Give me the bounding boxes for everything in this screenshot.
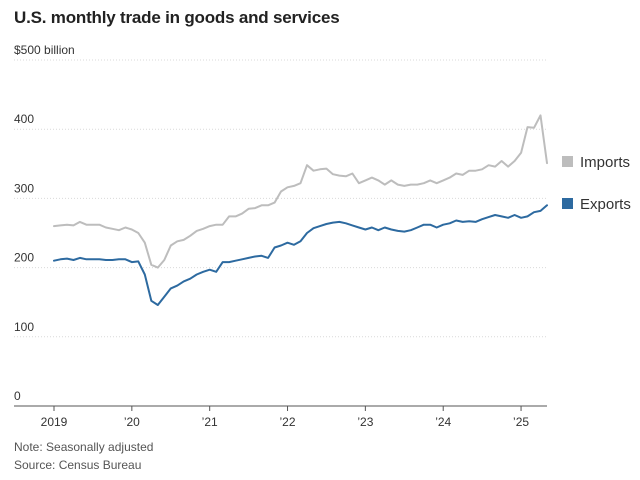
legend-label-imports: Imports: [580, 154, 630, 171]
chart-source: Source: Census Bureau: [14, 458, 142, 472]
series-lines: [53, 114, 548, 306]
series-line-exports: [53, 204, 548, 306]
x-tick-label: ’23: [357, 415, 373, 429]
y-tick-label: 300: [14, 181, 34, 195]
x-axis: 2019 ’20 ’21 ’22 ’23 ’24 ’25: [14, 405, 547, 429]
y-tick-label: 400: [14, 112, 34, 126]
legend: Imports Exports: [562, 154, 631, 213]
legend-label-exports: Exports: [580, 196, 631, 213]
x-tick-label: ’22: [280, 415, 296, 429]
y-tick-label: 0: [14, 389, 21, 403]
x-tick-label: 2019: [41, 415, 68, 429]
y-tick-label: $500 billion: [14, 43, 75, 57]
gridlines: [14, 59, 547, 338]
chart-title: U.S. monthly trade in goods and services: [14, 8, 340, 27]
x-tick-label: ’20: [124, 415, 140, 429]
legend-swatch-exports: [562, 198, 573, 209]
y-axis-ticks: $500 billion 400 300 200 100 0: [14, 43, 75, 403]
y-tick-label: 200: [14, 251, 34, 265]
x-tick-label: ’25: [513, 415, 529, 429]
x-tick-label: ’21: [202, 415, 218, 429]
legend-swatch-imports: [562, 156, 573, 167]
chart-note: Note: Seasonally adjusted: [14, 440, 154, 454]
series-line-imports: [53, 114, 548, 269]
x-tick-label: ’24: [435, 415, 451, 429]
y-tick-label: 100: [14, 320, 34, 334]
